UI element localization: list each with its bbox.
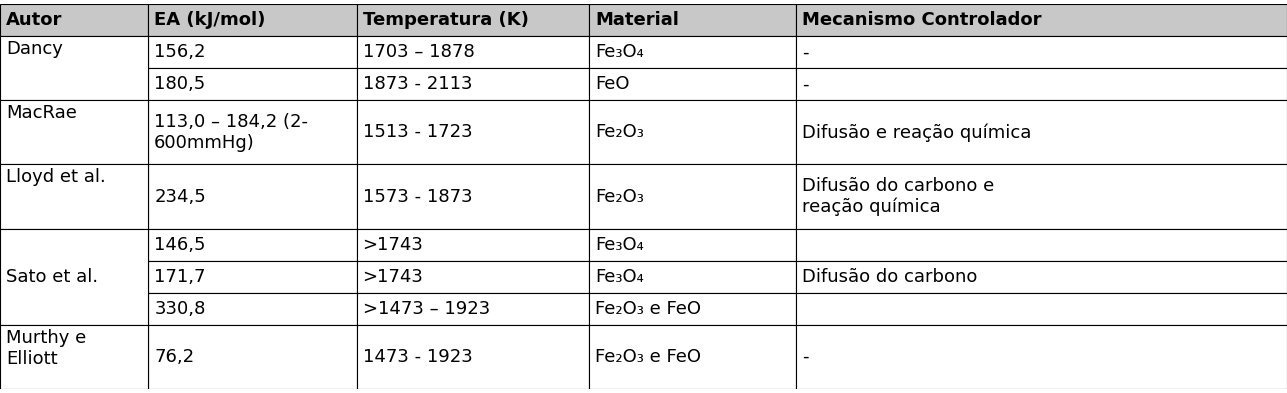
Bar: [356, 68, 589, 100]
Bar: [797, 261, 1287, 293]
Text: Mecanismo Controlador: Mecanismo Controlador: [802, 11, 1041, 29]
Text: 76,2: 76,2: [154, 348, 194, 366]
Text: MacRae: MacRae: [6, 105, 77, 122]
Text: EA (kJ/mol): EA (kJ/mol): [154, 11, 265, 29]
Bar: [589, 229, 797, 261]
Bar: [148, 36, 356, 68]
Bar: [0, 325, 148, 389]
Bar: [589, 36, 797, 68]
Bar: [356, 229, 589, 261]
Text: Murthy e
Elliott: Murthy e Elliott: [6, 329, 86, 367]
Text: Fe₂O₃ e FeO: Fe₂O₃ e FeO: [595, 348, 701, 366]
Bar: [589, 68, 797, 100]
Bar: [356, 325, 589, 389]
Text: 1573 - 1873: 1573 - 1873: [363, 187, 472, 206]
Text: >1473 – 1923: >1473 – 1923: [363, 300, 490, 318]
Text: FeO: FeO: [595, 75, 629, 93]
Bar: [356, 261, 589, 293]
Text: 113,0 – 184,2 (2-
600mmHg): 113,0 – 184,2 (2- 600mmHg): [154, 113, 309, 152]
Bar: [797, 68, 1287, 100]
Bar: [148, 68, 356, 100]
Text: 1473 - 1923: 1473 - 1923: [363, 348, 472, 366]
Bar: [356, 100, 589, 164]
Bar: [589, 293, 797, 325]
Text: Fe₃O₄: Fe₃O₄: [595, 268, 644, 286]
Bar: [148, 325, 356, 389]
Text: Fe₂O₃: Fe₂O₃: [595, 123, 644, 141]
Bar: [356, 4, 589, 36]
Text: >1743: >1743: [363, 235, 423, 253]
Text: 171,7: 171,7: [154, 268, 206, 286]
Bar: [356, 36, 589, 68]
Text: Dancy: Dancy: [6, 40, 63, 58]
Text: 156,2: 156,2: [154, 43, 206, 61]
Bar: [797, 164, 1287, 229]
Bar: [148, 261, 356, 293]
Text: Lloyd et al.: Lloyd et al.: [6, 169, 106, 186]
Bar: [0, 4, 148, 36]
Text: Difusão do carbono e
reação química: Difusão do carbono e reação química: [802, 177, 995, 216]
Text: Sato et al.: Sato et al.: [6, 268, 98, 286]
Text: 146,5: 146,5: [154, 235, 206, 253]
Text: >1743: >1743: [363, 268, 423, 286]
Bar: [148, 4, 356, 36]
Bar: [797, 100, 1287, 164]
Bar: [797, 293, 1287, 325]
Text: Temperatura (K): Temperatura (K): [363, 11, 529, 29]
Bar: [0, 164, 148, 229]
Text: -: -: [802, 75, 808, 93]
Bar: [797, 325, 1287, 389]
Bar: [589, 4, 797, 36]
Bar: [148, 164, 356, 229]
Bar: [148, 100, 356, 164]
Text: 234,5: 234,5: [154, 187, 206, 206]
Text: Difusão e reação química: Difusão e reação química: [802, 123, 1032, 141]
Bar: [589, 261, 797, 293]
Text: -: -: [802, 43, 808, 61]
Bar: [0, 100, 148, 164]
Text: -: -: [802, 348, 808, 366]
Bar: [589, 100, 797, 164]
Bar: [0, 229, 148, 325]
Text: Fe₃O₄: Fe₃O₄: [595, 235, 644, 253]
Text: Difusão do carbono: Difusão do carbono: [802, 268, 978, 286]
Text: 1703 – 1878: 1703 – 1878: [363, 43, 475, 61]
Bar: [0, 36, 148, 100]
Bar: [148, 229, 356, 261]
Bar: [356, 293, 589, 325]
Bar: [148, 293, 356, 325]
Text: Fe₃O₄: Fe₃O₄: [595, 43, 644, 61]
Text: 1873 - 2113: 1873 - 2113: [363, 75, 472, 93]
Bar: [356, 164, 589, 229]
Bar: [797, 229, 1287, 261]
Text: Autor: Autor: [6, 11, 62, 29]
Text: 1513 - 1723: 1513 - 1723: [363, 123, 472, 141]
Bar: [589, 325, 797, 389]
Text: Fe₂O₃: Fe₂O₃: [595, 187, 644, 206]
Text: 180,5: 180,5: [154, 75, 206, 93]
Text: Material: Material: [595, 11, 678, 29]
Bar: [589, 164, 797, 229]
Bar: [797, 4, 1287, 36]
Text: Fe₂O₃ e FeO: Fe₂O₃ e FeO: [595, 300, 701, 318]
Bar: [797, 36, 1287, 68]
Text: 330,8: 330,8: [154, 300, 206, 318]
